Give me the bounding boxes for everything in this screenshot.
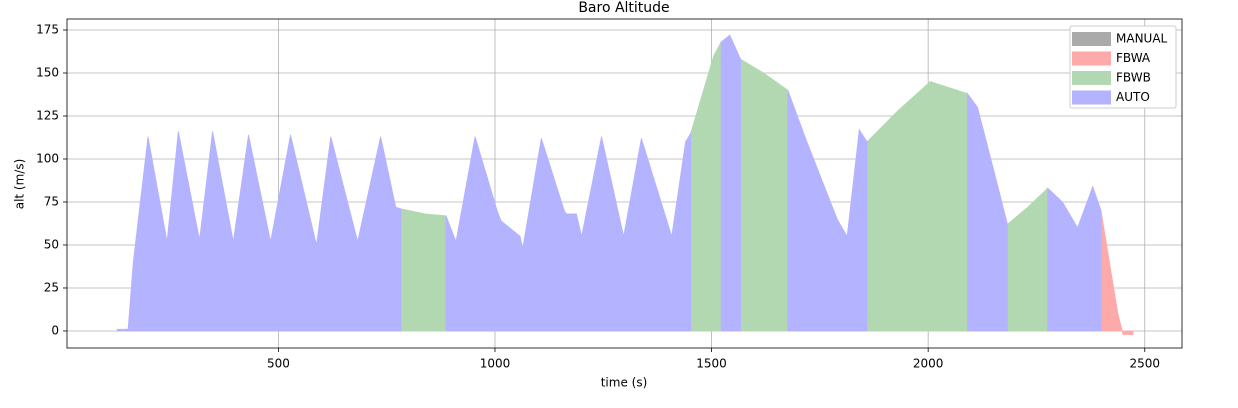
legend-label: AUTO: [1116, 90, 1150, 104]
area: [866, 81, 968, 332]
x-tick-label: 1500: [696, 357, 727, 371]
area: [787, 90, 868, 332]
chart-title: Baro Altitude: [578, 0, 669, 16]
area: [116, 131, 402, 332]
area: [445, 131, 692, 332]
area: [1047, 185, 1102, 332]
x-axis-label: time (s): [601, 376, 648, 390]
y-tick-label: 75: [44, 194, 59, 208]
area: [400, 208, 447, 332]
y-tick-label: 50: [44, 237, 59, 251]
y-tick-label: 175: [36, 23, 59, 37]
x-tick-label: 1000: [480, 357, 511, 371]
legend-label: MANUAL: [1116, 32, 1168, 46]
x-tick-label: 2500: [1129, 357, 1160, 371]
y-tick-label: 100: [36, 151, 59, 165]
area: [967, 92, 1008, 332]
legend-swatch: [1072, 51, 1111, 66]
area: [1100, 210, 1134, 335]
legend-swatch: [1072, 32, 1111, 46]
x-tick-label: 500: [267, 357, 290, 371]
y-tick-label: 150: [36, 66, 59, 80]
area: [720, 34, 741, 332]
x-tick-label: 2000: [913, 357, 944, 371]
area: [740, 58, 789, 332]
y-tick-label: 0: [51, 323, 59, 337]
y-axis-label: alt (m/s): [13, 159, 27, 210]
area: [690, 41, 722, 332]
legend-label: FBWA: [1116, 51, 1151, 65]
legend-label: FBWB: [1116, 71, 1151, 85]
y-tick-label: 125: [36, 108, 59, 122]
legend-box: [1069, 25, 1177, 109]
plot-frame: [66, 18, 1183, 349]
area: [1007, 187, 1049, 332]
legend-swatch: [1072, 90, 1111, 105]
legend-swatch: [1072, 71, 1111, 85]
y-tick-label: 25: [44, 280, 59, 294]
